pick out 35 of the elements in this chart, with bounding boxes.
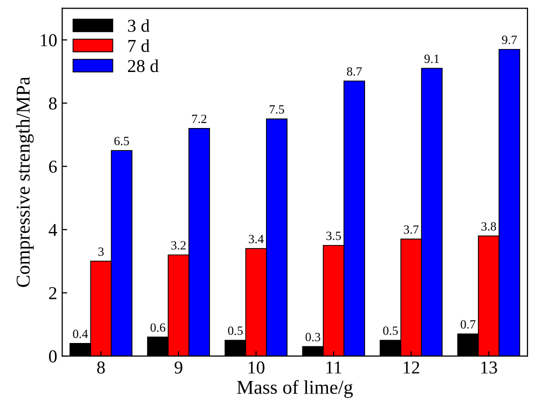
legend-label: 3 d xyxy=(128,19,150,32)
y-tick-label: 2 xyxy=(49,287,56,300)
data-label: 9.7 xyxy=(502,36,517,44)
data-label: 7.2 xyxy=(192,114,206,124)
legend-label: 28 d xyxy=(128,59,159,72)
data-label: 0.3 xyxy=(306,332,320,342)
y-tick-label: 0 xyxy=(49,350,57,362)
y-tick-label: 6 xyxy=(49,160,57,173)
data-label: 0.5 xyxy=(383,326,398,335)
x-tick-label: 8 xyxy=(97,361,105,374)
data-label: 3 xyxy=(98,247,104,256)
x-tick-label: 10 xyxy=(248,361,264,374)
legend-label: 7 d xyxy=(128,39,150,52)
x-tick-label: 13 xyxy=(481,361,498,374)
y-tick-label: 10 xyxy=(40,34,57,46)
data-label: 3.8 xyxy=(481,222,496,231)
y-tick-label: 8 xyxy=(49,97,57,110)
data-label: 3.4 xyxy=(248,234,264,244)
x-tick-label: 12 xyxy=(404,361,420,374)
data-label: 7.5 xyxy=(270,105,284,114)
data-label: 3.5 xyxy=(326,232,341,240)
data-label: 9.1 xyxy=(424,54,439,64)
data-label: 3.2 xyxy=(171,241,186,250)
y-axis-title: Compressive strength/MPa xyxy=(16,76,34,287)
y-tick-label: 4 xyxy=(48,224,58,236)
data-label: 8.7 xyxy=(346,67,362,76)
data-label: 0.6 xyxy=(150,323,166,332)
x-axis-title: Mass of lime/g xyxy=(237,380,353,398)
x-tick-label: 11 xyxy=(326,362,342,374)
data-label: 0.4 xyxy=(72,330,88,338)
data-label: 3.7 xyxy=(404,225,419,234)
data-label: 0.5 xyxy=(228,326,243,335)
x-tick-label: 9 xyxy=(174,361,182,374)
data-label: 6.5 xyxy=(114,136,129,146)
data-label: 0.7 xyxy=(460,320,476,329)
